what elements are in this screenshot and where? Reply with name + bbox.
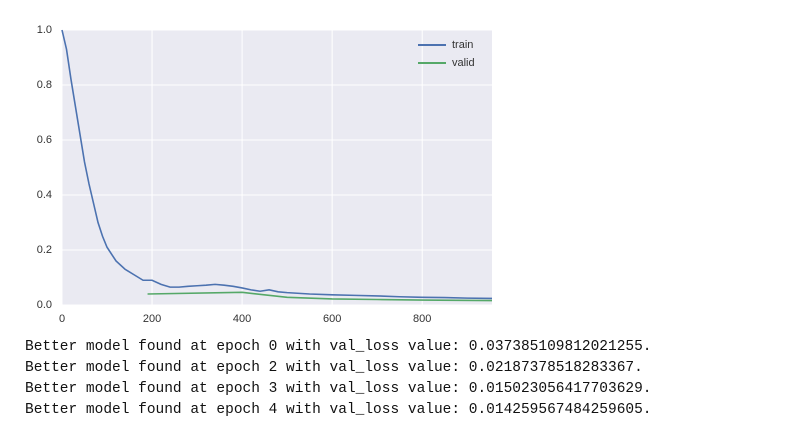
- output-line: Better model found at epoch 0 with val_l…: [25, 339, 652, 355]
- y-tick-label: 0.8: [37, 79, 52, 91]
- x-tick-label: 0: [59, 313, 65, 325]
- y-tick-label: 0.4: [37, 189, 52, 201]
- y-tick-label: 0.2: [37, 244, 52, 256]
- legend-label: valid: [452, 57, 475, 69]
- y-tick-label: 1.0: [37, 24, 52, 36]
- series-line: [147, 291, 493, 302]
- plot-area: [62, 30, 492, 305]
- legend-label: train: [452, 39, 473, 51]
- y-tick-label: 0.0: [37, 299, 52, 311]
- output-line: Better model found at epoch 3 with val_l…: [25, 381, 652, 397]
- output-line: Better model found at epoch 4 with val_l…: [25, 402, 652, 418]
- x-tick-label: 800: [413, 313, 431, 325]
- chart: 0.0 0.2 0.4 0.6 0.8 1.0 0 200 400 600 800 train vali…: [37, 24, 493, 325]
- x-tick-label: 200: [143, 313, 161, 325]
- x-tick-label: 400: [233, 313, 251, 325]
- y-tick-label: 0.6: [37, 134, 52, 146]
- x-tick-label: 600: [323, 313, 341, 325]
- series-line: [61, 29, 493, 300]
- output-line: Better model found at epoch 2 with val_l…: [25, 360, 643, 376]
